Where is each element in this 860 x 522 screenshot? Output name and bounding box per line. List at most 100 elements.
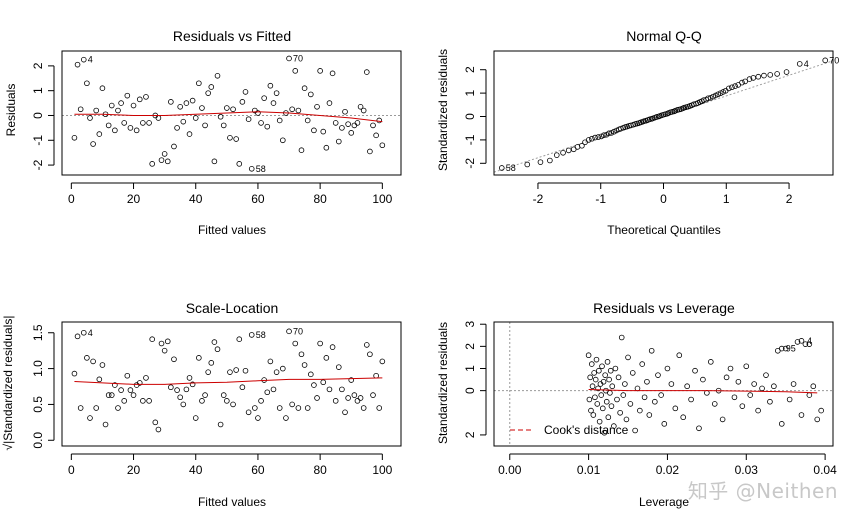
- data-point: [208, 84, 215, 90]
- data-point: [761, 72, 767, 79]
- data-point: [345, 121, 351, 127]
- data-point: [80, 56, 87, 63]
- data-point: [74, 333, 81, 340]
- data-point: [105, 392, 112, 398]
- x-axis-label: Theoretical Quantiles: [607, 223, 720, 237]
- data-point: [705, 95, 711, 102]
- data-point: [127, 387, 134, 393]
- point-label: 58: [256, 164, 266, 174]
- x-tick-label: 0: [660, 192, 667, 206]
- data-point: [311, 382, 317, 388]
- data-point: [168, 99, 174, 105]
- data-point: [273, 90, 280, 96]
- data-point: [774, 71, 780, 77]
- data-point: [264, 389, 271, 396]
- data-point: [276, 117, 283, 124]
- data-point: [248, 332, 255, 338]
- x-tick-label: 0.01: [577, 463, 601, 477]
- data-point: [158, 340, 165, 347]
- data-point: [326, 386, 333, 393]
- panel-title: Normal Q-Q: [626, 28, 702, 44]
- data-point: [180, 118, 187, 125]
- data-point: [224, 105, 230, 111]
- data-point: [174, 125, 180, 131]
- data-point: [121, 120, 128, 126]
- data-point: [604, 359, 611, 365]
- data-point: [214, 346, 221, 353]
- data-point: [217, 421, 224, 428]
- data-point: [192, 415, 199, 421]
- data-point: [189, 381, 196, 388]
- data-point: [332, 120, 339, 126]
- data-point: [763, 372, 769, 378]
- data-point: [295, 107, 302, 114]
- data-point: [351, 122, 358, 129]
- data-point: [164, 158, 171, 165]
- data-point: [233, 136, 239, 142]
- y-tick-label: -2: [31, 159, 45, 170]
- data-point: [798, 338, 805, 344]
- data-point: [360, 405, 367, 411]
- plot-frame: [61, 321, 402, 447]
- data-point: [806, 341, 813, 347]
- data-point: [655, 372, 661, 378]
- data-point: [308, 371, 314, 378]
- data-point: [202, 392, 208, 398]
- data-point: [258, 398, 264, 404]
- x-tick-label: 2: [786, 192, 793, 206]
- y-tick-label: 2: [463, 431, 477, 438]
- data-point: [588, 361, 595, 367]
- data-point: [634, 385, 641, 392]
- data-point: [289, 106, 295, 113]
- panel-residuals-vs-fitted: Residuals vs Fitted Fitted values Residu…: [4, 28, 402, 237]
- y-tick-label: 1: [463, 89, 477, 96]
- x-tick-label: -1: [595, 192, 606, 206]
- data-point: [602, 372, 608, 378]
- data-point: [155, 426, 162, 433]
- data-point: [587, 374, 593, 381]
- data-point: [242, 89, 249, 95]
- data-point: [96, 131, 103, 137]
- data-point: [607, 367, 614, 374]
- data-point: [90, 358, 96, 365]
- data-point: [560, 149, 566, 156]
- data-point: [771, 383, 777, 390]
- data-point: [755, 73, 762, 80]
- data-point: [348, 130, 355, 136]
- smooth-line: [74, 111, 383, 123]
- data-point: [589, 383, 596, 390]
- panel-title: Residuals vs Leverage: [593, 300, 735, 316]
- x-tick-label: 0.03: [735, 463, 759, 477]
- data-point: [283, 415, 289, 421]
- y-tick-label: 0: [463, 113, 477, 120]
- data-point: [818, 407, 824, 414]
- y-tick-label: 0: [31, 112, 45, 119]
- data-point: [601, 132, 607, 139]
- data-point: [214, 73, 221, 79]
- data-point: [280, 365, 286, 372]
- data-point: [339, 386, 345, 393]
- data-point: [146, 120, 152, 126]
- data-point: [304, 117, 311, 124]
- data-point: [202, 122, 208, 129]
- data-point: [267, 358, 274, 365]
- data-point: [121, 398, 128, 404]
- data-point: [806, 392, 813, 398]
- y-tick-label: 0.0: [31, 432, 45, 449]
- x-tick-label: 1: [723, 192, 730, 206]
- data-point: [608, 403, 615, 409]
- data-point: [661, 421, 668, 427]
- data-point: [612, 365, 619, 372]
- data-point: [199, 398, 205, 404]
- data-point: [164, 338, 171, 345]
- data-point: [87, 415, 93, 421]
- data-point: [298, 147, 305, 154]
- data-point: [357, 395, 364, 401]
- data-point: [93, 405, 100, 411]
- data-point: [360, 107, 367, 114]
- data-point: [84, 80, 90, 87]
- data-point: [798, 412, 805, 418]
- data-point: [217, 113, 224, 120]
- data-point: [112, 382, 118, 388]
- data-point: [255, 415, 261, 421]
